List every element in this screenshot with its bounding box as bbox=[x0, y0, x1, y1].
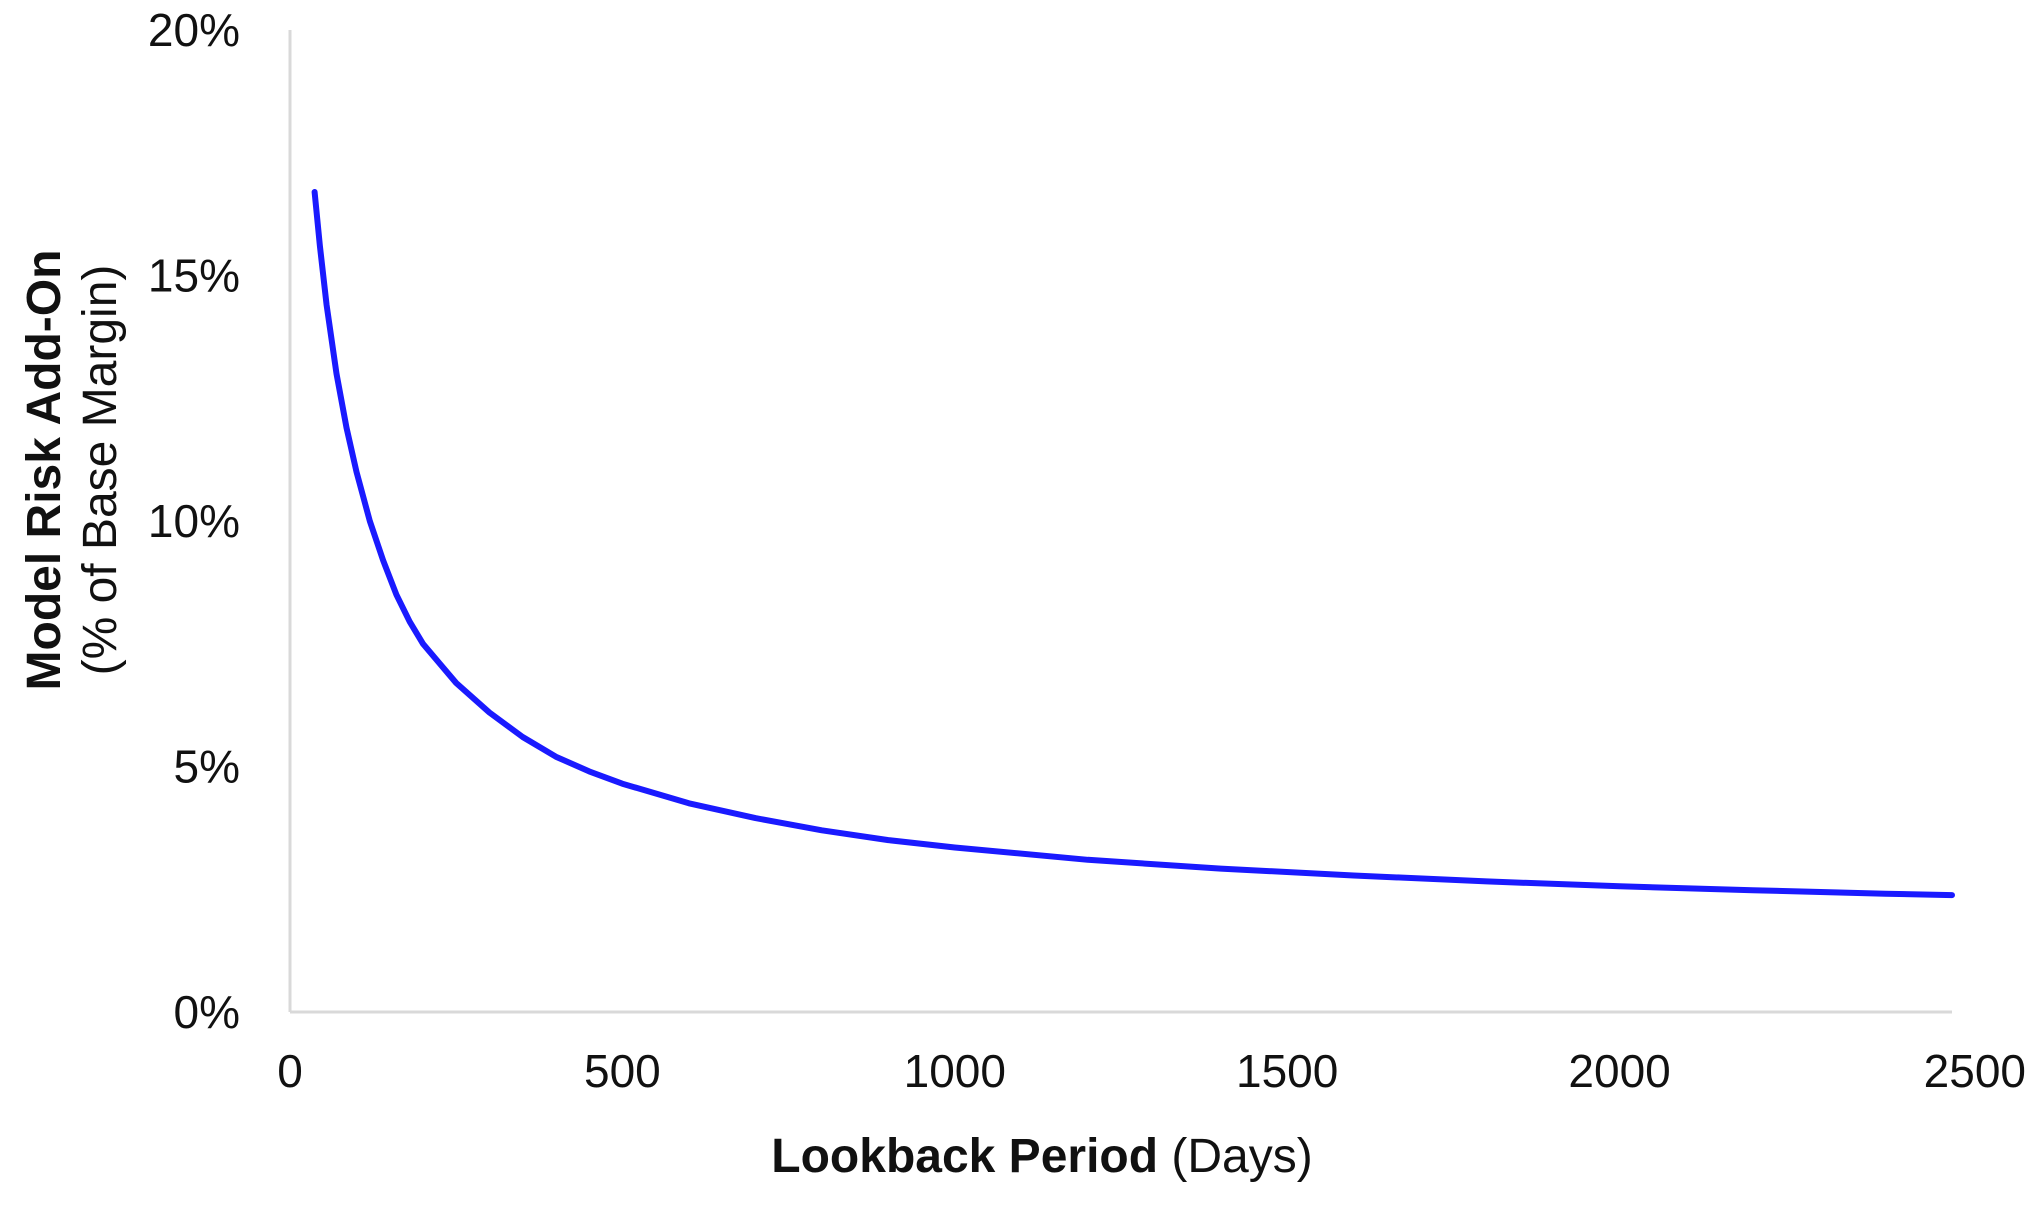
x-axis-title-unit: (Days) bbox=[1158, 1130, 1313, 1183]
x-tick-label: 2000 bbox=[1568, 1045, 1670, 1097]
y-tick-label: 5% bbox=[174, 741, 240, 793]
y-tick-label: 20% bbox=[148, 4, 240, 56]
x-tick-labels: 0 500 1000 1500 2500 2000 bbox=[277, 1045, 2026, 1097]
series-layer bbox=[311, 189, 1955, 899]
y-tick-label: 15% bbox=[148, 250, 240, 302]
y-axis-title-main: Model Risk Add-On bbox=[18, 250, 71, 691]
x-tick-label: 0 bbox=[277, 1045, 303, 1097]
x-tick-label: 500 bbox=[584, 1045, 661, 1097]
x-axis-title: Lookback Period (Days) bbox=[771, 1130, 1312, 1183]
y-axis-title-unit: (% of Base Margin) bbox=[74, 265, 127, 676]
x-axis-title-main: Lookback Period bbox=[771, 1130, 1158, 1183]
y-tick-label: 0% bbox=[174, 986, 240, 1038]
x-tick-label: 1000 bbox=[904, 1045, 1006, 1097]
x-tick-label: 1500 bbox=[1236, 1045, 1338, 1097]
series-line bbox=[311, 189, 1955, 899]
y-axis-title: Model Risk Add-On (% of Base Margin) bbox=[18, 250, 127, 691]
y-tick-label: 10% bbox=[148, 495, 240, 547]
y-tick-labels: 0% 5% 10% 15% 20% bbox=[148, 4, 240, 1038]
x-tick-label: 2500 bbox=[1924, 1045, 2026, 1097]
